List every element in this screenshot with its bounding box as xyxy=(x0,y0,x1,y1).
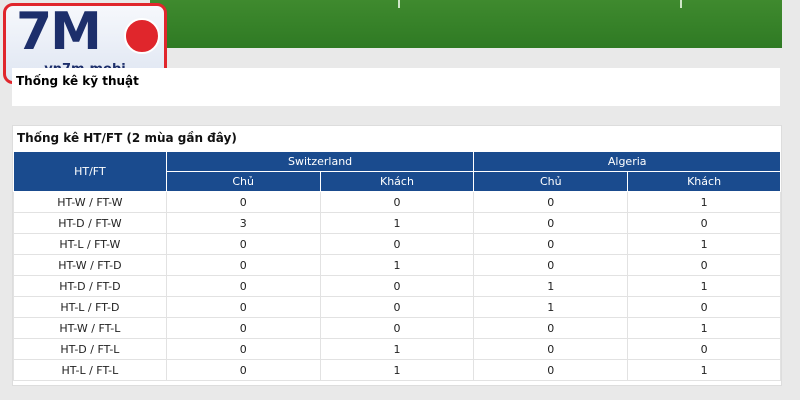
row-label: HT-W / FT-L xyxy=(13,317,167,339)
cell: 0 xyxy=(165,233,321,255)
table-row: HT-W / FT-W 0 0 0 1 xyxy=(13,191,781,213)
cell: 1 xyxy=(627,275,781,297)
cell: 0 xyxy=(473,338,629,360)
table-row: HT-W / FT-D 0 1 0 0 xyxy=(13,254,781,276)
cell: 0 xyxy=(319,233,475,255)
cell: 0 xyxy=(165,317,321,339)
subheader-row: Chủ Khách Chủ Khách xyxy=(14,171,781,192)
cell: 1 xyxy=(319,254,475,276)
table-row: HT-L / FT-D 0 0 1 0 xyxy=(13,296,781,318)
cell: 1 xyxy=(319,212,475,234)
row-label: HT-D / FT-L xyxy=(13,338,167,360)
row-label: HT-D / FT-D xyxy=(13,275,167,297)
cell: 0 xyxy=(627,212,781,234)
subheader: Chủ xyxy=(473,171,629,192)
team-header: Switzerland xyxy=(165,151,475,172)
cell: 0 xyxy=(319,191,475,213)
cell: 0 xyxy=(627,254,781,276)
cell: 1 xyxy=(627,359,781,381)
cell: 0 xyxy=(165,254,321,276)
table-row: HT-L / FT-L 0 1 0 1 xyxy=(13,359,781,381)
cell: 1 xyxy=(319,359,475,381)
section-title: Thống kê kỹ thuật xyxy=(16,74,139,88)
cell: 1 xyxy=(319,338,475,360)
cell: 0 xyxy=(165,191,321,213)
subheader: Khách xyxy=(627,171,781,192)
cell: 0 xyxy=(165,338,321,360)
cell: 0 xyxy=(165,359,321,381)
cell: 0 xyxy=(473,233,629,255)
field-line xyxy=(398,0,400,8)
logo-ball xyxy=(124,18,160,54)
cell: 0 xyxy=(627,338,781,360)
field-line xyxy=(680,0,682,8)
cell: 1 xyxy=(627,233,781,255)
cell: 1 xyxy=(473,275,629,297)
row-label: HT-W / FT-W xyxy=(13,191,167,213)
section: Thống kê kỹ thuật xyxy=(12,68,780,106)
cell: 0 xyxy=(165,275,321,297)
cell: 0 xyxy=(473,191,629,213)
logo-mark: 7M xyxy=(16,3,102,62)
cell: 0 xyxy=(473,359,629,381)
stats-panel: Thống kê HT/FT (2 mùa gần đây) HT/FT Swi… xyxy=(12,125,782,386)
row-label: HT-L / FT-D xyxy=(13,296,167,318)
table-row: HT-D / FT-L 0 1 0 0 xyxy=(13,338,781,360)
cell: 1 xyxy=(627,317,781,339)
cell: 0 xyxy=(473,254,629,276)
stats-table: HT/FT Switzerland Algeria Chủ Khách Chủ Khá… xyxy=(13,151,781,381)
cell: 1 xyxy=(627,191,781,213)
corner-header: HT/FT xyxy=(13,151,167,192)
row-label: HT-W / FT-D xyxy=(13,254,167,276)
cell: 0 xyxy=(165,296,321,318)
row-label: HT-D / FT-W xyxy=(13,212,167,234)
cell: 0 xyxy=(319,275,475,297)
row-label: HT-L / FT-L xyxy=(13,359,167,381)
team-header: Algeria xyxy=(473,151,781,172)
cell: 0 xyxy=(473,212,629,234)
table-row: HT-D / FT-W 3 1 0 0 xyxy=(13,212,781,234)
cell: 0 xyxy=(319,317,475,339)
cell: 3 xyxy=(165,212,321,234)
cell: 0 xyxy=(627,296,781,318)
table-body: HT-W / FT-W 0 0 0 1 HT-D / FT-W 3 1 0 0 HT-L / FT-… xyxy=(13,191,781,381)
table-row: HT-W / FT-L 0 0 0 1 xyxy=(13,317,781,339)
subheader: Khách xyxy=(319,171,475,192)
table-row: HT-L / FT-W 0 0 0 1 xyxy=(13,233,781,255)
table-row: HT-D / FT-D 0 0 1 1 xyxy=(13,275,781,297)
banner xyxy=(150,0,782,48)
table-title: Thống kê HT/FT (2 mùa gần đây) xyxy=(17,131,237,145)
cell: 0 xyxy=(319,296,475,318)
cell: 0 xyxy=(473,317,629,339)
row-label: HT-L / FT-W xyxy=(13,233,167,255)
cell: 1 xyxy=(473,296,629,318)
subheader: Chủ xyxy=(165,171,321,192)
